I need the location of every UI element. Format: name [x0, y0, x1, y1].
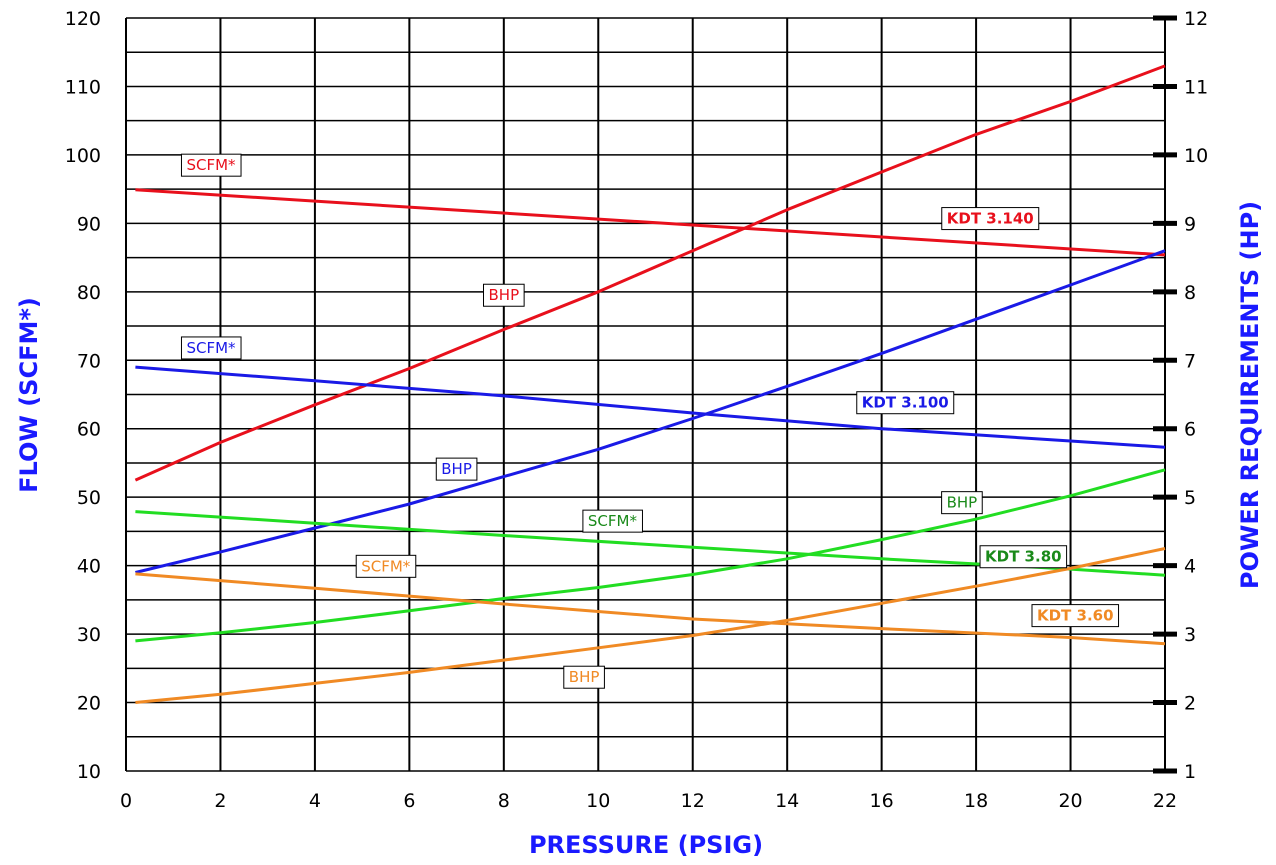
series-label-box — [856, 391, 955, 415]
series-label-text: KDT 3.60 — [1037, 607, 1114, 625]
y-tick-label: 120 — [65, 8, 101, 30]
series-line — [135, 572, 1166, 646]
y2-tick-label: 12 — [1184, 8, 1208, 30]
y2-tick-label: 6 — [1184, 419, 1196, 441]
series-label-box — [180, 153, 242, 177]
series-label: BHP — [563, 665, 605, 689]
annotations: SCFM* BHP KDT 3.140 SCFM* KDT 3.100 BHP BHP SCF… — [180, 153, 1120, 689]
x-tick-label: 14 — [775, 790, 799, 812]
series-line — [135, 468, 1166, 643]
x-axis-title: PRESSURE (PSIG) — [529, 831, 763, 859]
series-label: SCFM* — [582, 509, 643, 533]
series-line — [135, 188, 1166, 257]
y-tick-label: 90 — [77, 213, 101, 235]
tick-labels: 0 2 4 6 8 10 12 14 16 18 20 22102030405060708090100… — [65, 8, 1208, 812]
grid — [125, 17, 1166, 772]
x-tick-label: 20 — [1058, 790, 1082, 812]
series-label: SCFM* — [355, 554, 417, 578]
series-label-text: SCFM* — [186, 156, 236, 174]
series-label-text: SCFM* — [186, 339, 236, 357]
series-label: BHP — [941, 491, 983, 515]
series-label: KDT 3.80 — [979, 545, 1068, 569]
y2-tick-label: 1 — [1184, 761, 1196, 783]
y2-tick-label: 8 — [1184, 282, 1196, 304]
x-tick-label: 2 — [214, 790, 226, 812]
series-label-text: KDT 3.100 — [862, 394, 949, 412]
x-tick-label: 10 — [586, 790, 610, 812]
series-label: KDT 3.140 — [941, 207, 1040, 231]
series-label: BHP — [483, 283, 525, 307]
x-tick-label: 6 — [403, 790, 415, 812]
y-tick-label: 20 — [77, 693, 101, 715]
y-tick-label: 30 — [77, 624, 101, 646]
x-tick-label: 12 — [681, 790, 705, 812]
series-label-text: KDT 3.140 — [947, 210, 1034, 228]
y2-tick-label: 11 — [1184, 76, 1208, 98]
series-label: KDT 3.60 — [1031, 604, 1120, 628]
series-line — [134, 64, 1166, 482]
y2-tick-label: 3 — [1184, 624, 1196, 646]
series-label-text: KDT 3.80 — [985, 548, 1062, 566]
series-label-box — [563, 665, 605, 689]
y2-axis-title: POWER REQUIREMENTS (HP) — [1236, 201, 1264, 589]
y2-tick-label: 5 — [1184, 487, 1196, 509]
series-label: KDT 3.100 — [856, 391, 955, 415]
series-label-text: BHP — [441, 460, 472, 478]
series-label: SCFM* — [180, 153, 242, 177]
y-tick-label: 40 — [77, 556, 101, 578]
x-tick-label: 8 — [498, 790, 510, 812]
series-label-box — [180, 336, 242, 360]
x-tick-label: 22 — [1153, 790, 1177, 812]
series-line — [135, 365, 1166, 449]
x-tick-label: 0 — [120, 790, 132, 812]
y2-tick-label: 2 — [1184, 693, 1196, 715]
y-tick-label: 50 — [77, 487, 101, 509]
series-lines — [134, 64, 1166, 704]
y-tick-label: 80 — [77, 282, 101, 304]
series-line — [135, 547, 1166, 704]
series-label-text: SCFM* — [588, 512, 638, 530]
y-tick-label: 100 — [65, 145, 101, 167]
series-label: BHP — [435, 457, 478, 481]
y2-tick-label: 7 — [1184, 350, 1196, 372]
y-tick-label: 60 — [77, 419, 101, 441]
y-tick-label: 10 — [77, 761, 101, 783]
series-label-box — [979, 545, 1068, 569]
y2-tick-label: 10 — [1184, 145, 1208, 167]
series-label-box — [941, 207, 1040, 231]
series-label-text: SCFM* — [361, 557, 411, 575]
y-tick-label: 70 — [77, 350, 101, 372]
x-tick-label: 16 — [870, 790, 894, 812]
series-label-text: BHP — [947, 494, 978, 512]
y2-tick-label: 9 — [1184, 213, 1196, 235]
series-label: SCFM* — [180, 336, 242, 360]
series-label-box — [1031, 604, 1120, 628]
series-label-text: BHP — [489, 286, 520, 304]
x-tick-label: 18 — [964, 790, 988, 812]
series-label-box — [941, 491, 983, 515]
y-tick-label: 110 — [65, 76, 101, 98]
right-axis-ticks — [1153, 15, 1177, 774]
series-line — [135, 249, 1166, 574]
series-label-text: BHP — [569, 668, 600, 686]
series-label-box — [355, 554, 417, 578]
x-tick-label: 4 — [309, 790, 321, 812]
series-label-box — [582, 509, 643, 533]
y-axis-title: FLOW (SCFM*) — [15, 297, 43, 493]
y2-tick-label: 4 — [1184, 556, 1196, 578]
series-label-box — [483, 283, 525, 307]
series-label-box — [435, 457, 478, 481]
